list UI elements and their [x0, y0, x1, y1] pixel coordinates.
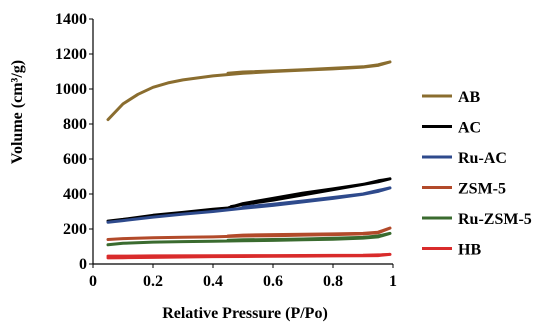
series-line-zsm-5	[106, 226, 392, 241]
series-line-ru-zsm-5	[106, 231, 392, 247]
y-tick-label: 0	[79, 256, 87, 273]
legend-label-ru-ac: Ru-AC	[458, 150, 507, 167]
series-line-ru-ac	[106, 186, 392, 224]
x-axis-title: Relative Pressure (P/Po)	[162, 305, 328, 322]
y-tick-label: 1400	[55, 11, 87, 28]
legend-label-zsm-5: ZSM-5	[458, 181, 506, 198]
legend-label-ru-zsm-5: Ru-ZSM-5	[458, 211, 532, 228]
series-line-hb	[106, 252, 392, 260]
legend-label-ac: AC	[458, 120, 481, 137]
x-tick-label: 0.8	[323, 273, 343, 290]
x-tick-label: 0.4	[203, 273, 223, 290]
x-tick-labels: 0 0.2 0.4 0.6 0.8 1	[89, 264, 397, 290]
y-tick-label: 400	[63, 186, 87, 203]
x-tick-label: 0.2	[143, 273, 163, 290]
legend-label-ab: AB	[458, 89, 481, 106]
y-axis-title: Volume (cm³/g)	[9, 60, 26, 164]
x-tick-label: 0	[89, 273, 97, 290]
legend-label-hb: HB	[458, 242, 481, 259]
x-tick-label: 0.6	[263, 273, 283, 290]
y-tick-labels: 0 200 400 600 800 1000 1200 1400	[55, 11, 93, 273]
x-tick-label: 1	[389, 273, 397, 290]
legend: AB AC Ru-AC ZSM-5 Ru-ZSM-5 HB	[422, 89, 532, 259]
y-tick-label: 800	[63, 116, 87, 133]
series-line-ac	[106, 177, 392, 223]
series-line-ab	[106, 60, 392, 122]
plot-area	[92, 19, 393, 265]
y-tick-label: 200	[63, 221, 87, 238]
y-tick-label: 1200	[55, 46, 87, 63]
y-tick-label: 600	[63, 151, 87, 168]
y-tick-label: 1000	[55, 81, 87, 98]
